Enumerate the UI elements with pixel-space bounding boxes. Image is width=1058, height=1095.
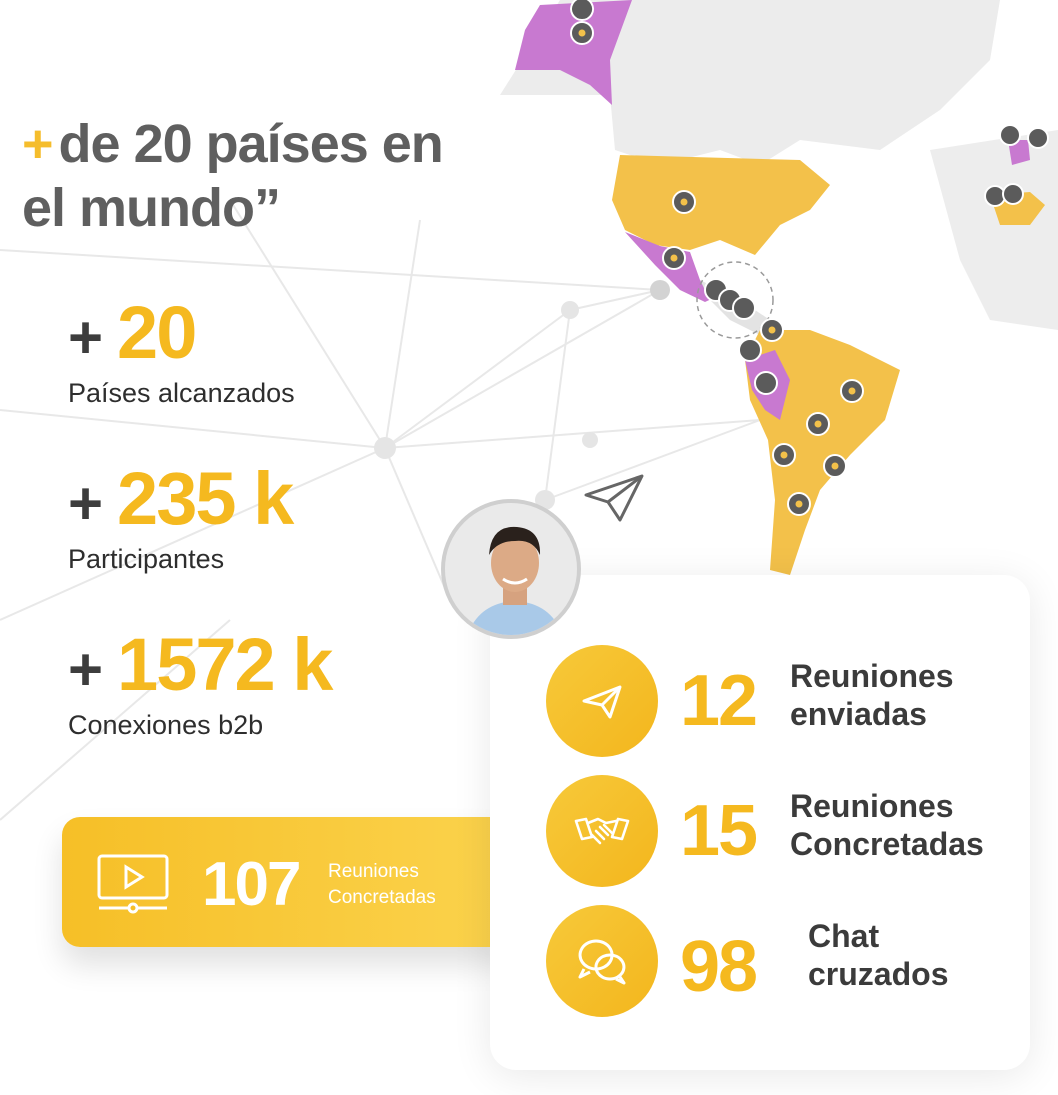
video-card-value: 107: [202, 850, 301, 919]
stat-connections: +1572 k Conexiones b2b: [68, 623, 333, 741]
stat-plus: +: [68, 636, 104, 703]
stat-plus: +: [68, 304, 104, 371]
stat-participants: +235 k Participantes: [68, 457, 294, 575]
metric-value: 15: [680, 791, 758, 871]
video-play-icon: [97, 854, 169, 914]
headline: + de 20 países en el mundo”: [22, 112, 622, 240]
stat-label: Conexiones b2b: [68, 710, 264, 740]
metric-row-chats: 98 Chat cruzados: [546, 905, 1046, 1017]
stat-label: Países alcanzados: [68, 378, 295, 408]
metric-label: Reuniones enviadas: [790, 658, 954, 732]
metric-icon-circle: [546, 905, 658, 1017]
network-nodes: [374, 280, 670, 510]
metric-label: Chat cruzados: [808, 918, 949, 992]
metric-icon-circle: [546, 775, 658, 887]
metric-row-sent: 12 Reuniones enviadas: [546, 645, 1046, 757]
stat-plus: +: [68, 470, 104, 537]
headline-line2: el mundo”: [22, 178, 281, 238]
stat-label: Participantes: [68, 544, 225, 574]
video-meetings-card: 107 Reuniones Concretadas: [62, 817, 518, 947]
handshake-icon: [574, 817, 630, 845]
paper-plane-icon: [582, 685, 622, 719]
metric-label: Reuniones Concretadas: [790, 788, 984, 862]
metric-value: 98: [680, 927, 758, 1007]
avatar: [441, 499, 581, 639]
metric-value: 12: [680, 661, 758, 741]
map-pins: [570, 0, 1049, 516]
stat-value: 1572 k: [117, 623, 333, 706]
metric-icon-circle: [546, 645, 658, 757]
headline-plus: +: [22, 114, 54, 174]
video-card-label: Reuniones Concretadas: [328, 861, 436, 908]
stat-value: 235 k: [117, 457, 294, 540]
stat-value: 20: [117, 291, 197, 374]
paper-plane-outline-icon: [584, 474, 644, 522]
metric-row-concluded: 15 Reuniones Concretadas: [546, 775, 1046, 887]
headline-line1: de 20 países en: [58, 114, 444, 174]
chat-bubbles-icon: [578, 939, 626, 985]
stat-countries: +20 Países alcanzados: [68, 296, 295, 409]
